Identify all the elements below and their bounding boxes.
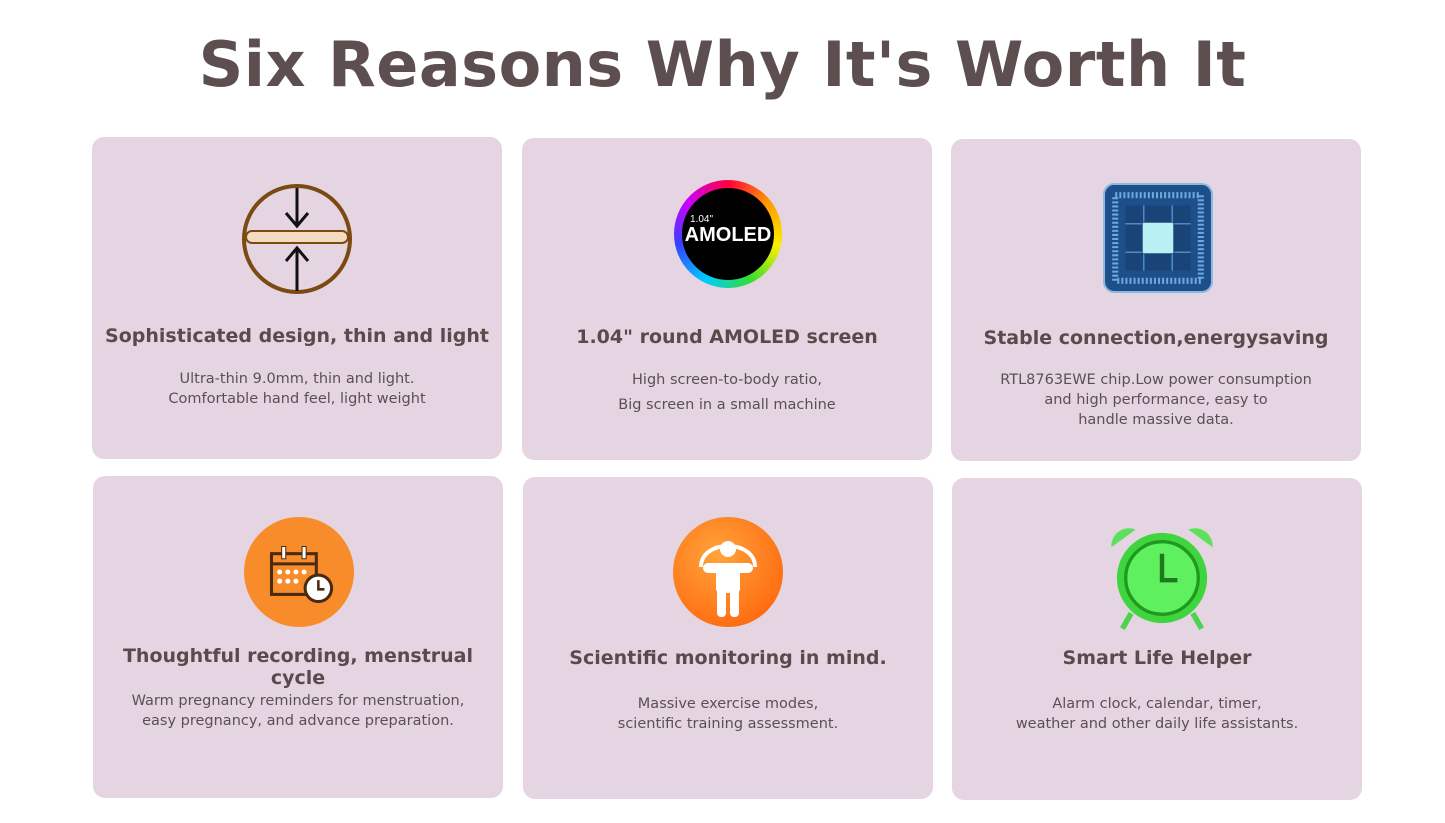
description-line: Big screen in a small machine xyxy=(618,397,836,413)
feature-card: 1.04" AMOLED 1.04" round AMOLED screen H… xyxy=(522,138,932,460)
card-description: Alarm clock, calendar, timer, weather an… xyxy=(952,694,1362,734)
thin-design-icon xyxy=(242,184,352,294)
icon-name-label: AMOLED xyxy=(684,224,772,246)
amoled-ring: 1.04" AMOLED xyxy=(674,180,782,288)
alarm-clock-icon xyxy=(1111,528,1213,630)
description-line: scientific training assessment. xyxy=(617,716,839,732)
card-description: RTL8763EWE chip.Low power consumption an… xyxy=(951,370,1361,430)
feature-card: Stable connection,energysaving RTL8763EW… xyxy=(951,139,1361,461)
description-line: Ultra-thin 9.0mm, thin and light. xyxy=(179,371,415,387)
description-line: and high performance, easy to xyxy=(1044,392,1268,408)
description-line: Comfortable hand feel, light weight xyxy=(168,391,426,407)
description-line: handle massive data. xyxy=(1078,412,1234,428)
description-line: Alarm clock, calendar, timer, xyxy=(1052,696,1262,712)
description-line: Warm pregnancy reminders for menstruatio… xyxy=(131,693,465,709)
description-line: easy pregnancy, and advance preparation. xyxy=(142,713,454,729)
description-line: RTL8763EWE chip.Low power consumption xyxy=(1000,372,1312,388)
chip-icon xyxy=(1103,183,1213,293)
feature-card: Sophisticated design, thin and light Ult… xyxy=(92,137,502,459)
amoled-screen xyxy=(682,188,774,280)
feature-card: Smart Life Helper Alarm clock, calendar,… xyxy=(952,478,1362,800)
exercise-icon xyxy=(673,517,783,627)
feature-card: Scientific monitoring in mind. Massive e… xyxy=(523,477,933,799)
card-description: Ultra-thin 9.0mm, thin and light. Comfor… xyxy=(92,369,502,409)
card-description: High screen-to-body ratio, Big screen in… xyxy=(522,368,932,418)
card-title: Thoughtful recording, menstrual cycle xyxy=(122,645,474,689)
description-line: Massive exercise modes, xyxy=(637,696,819,712)
card-description: Warm pregnancy reminders for menstruatio… xyxy=(93,691,503,731)
card-title: 1.04" round AMOLED screen xyxy=(576,326,878,348)
card-title: Sophisticated design, thin and light xyxy=(105,325,489,347)
card-title: Scientific monitoring in mind. xyxy=(569,647,887,669)
card-title: Smart Life Helper xyxy=(1062,647,1252,669)
icon-size-label: 1.04" xyxy=(690,214,714,225)
amoled-icon: 1.04" AMOLED xyxy=(674,180,784,292)
description-line: weather and other daily life assistants. xyxy=(1015,716,1299,732)
feature-card: Thoughtful recording, menstrual cycle Wa… xyxy=(93,476,503,798)
card-title: Stable connection,energysaving xyxy=(983,327,1329,349)
description-line: High screen-to-body ratio, xyxy=(632,372,822,388)
page-title: Six Reasons Why It's Worth It xyxy=(198,28,1247,101)
calendar-icon xyxy=(244,517,354,627)
card-description: Massive exercise modes, scientific train… xyxy=(523,694,933,734)
